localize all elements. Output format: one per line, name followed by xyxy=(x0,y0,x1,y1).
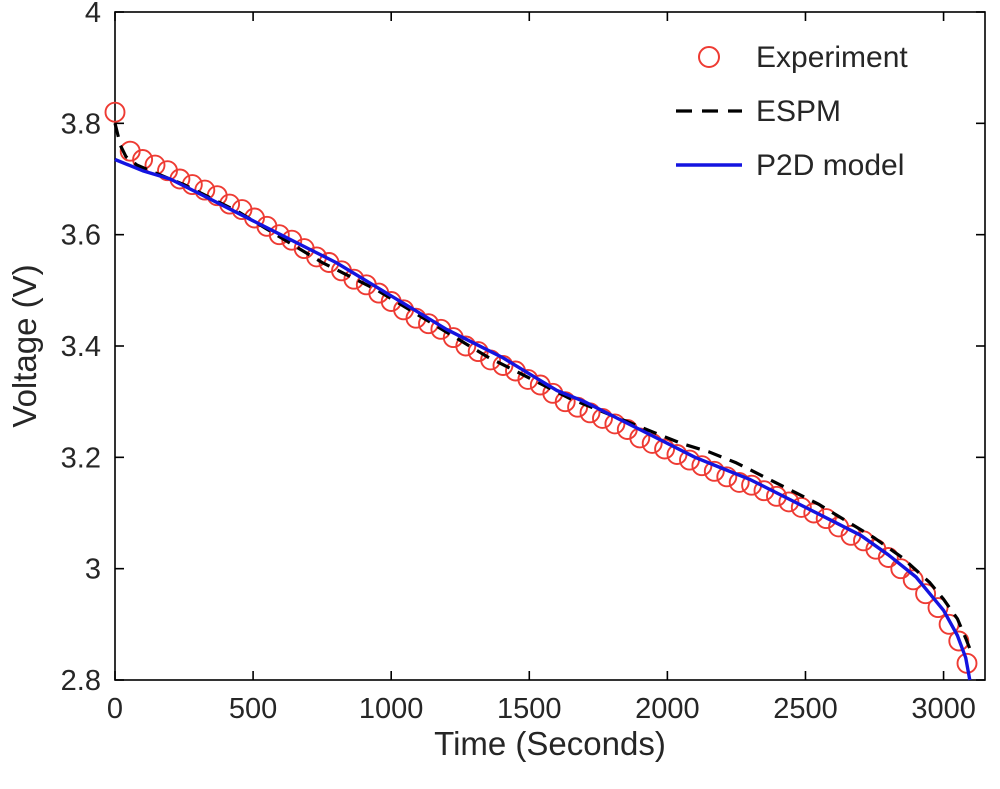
x-tick-label: 500 xyxy=(229,693,277,725)
series-marker-experiment xyxy=(790,496,812,518)
axes-box xyxy=(114,11,986,681)
x-tick-label: 3000 xyxy=(911,693,976,725)
x-tick-label: 2000 xyxy=(635,693,700,725)
legend-marker-experiment xyxy=(698,46,720,68)
y-tick-label: 2.8 xyxy=(61,665,101,697)
series-marker-experiment xyxy=(890,558,912,580)
series-marker-experiment xyxy=(927,597,949,619)
y-tick-label: 3 xyxy=(85,554,101,586)
series-marker-experiment xyxy=(716,466,738,488)
series-marker-experiment xyxy=(902,569,924,591)
y-tick-label: 3.4 xyxy=(61,331,101,363)
x-tick-label: 0 xyxy=(107,693,123,725)
series-marker-experiment xyxy=(604,413,626,435)
series-marker-experiment xyxy=(728,471,750,493)
legend-label-experiment: Experiment xyxy=(756,41,908,74)
series-marker-experiment xyxy=(654,438,676,460)
series-marker-experiment xyxy=(268,224,290,246)
x-tick-label: 1500 xyxy=(497,693,562,725)
series-line-espm xyxy=(113,122,973,653)
y-axis-label: Voltage (V) xyxy=(6,264,43,427)
y-tick-label: 4 xyxy=(85,0,101,29)
series-marker-experiment xyxy=(877,547,899,568)
series-line-p2d-model xyxy=(114,157,972,681)
series-marker-experiment xyxy=(455,335,477,357)
legend-label-espm: ESPM xyxy=(756,95,841,128)
series-marker-experiment xyxy=(104,101,126,123)
series-marker-experiment xyxy=(915,583,937,605)
y-tick-label: 3.2 xyxy=(61,442,101,474)
series-marker-experiment xyxy=(778,491,800,513)
x-tick-label: 2500 xyxy=(773,693,838,725)
x-axis-label: Time (Seconds) xyxy=(434,725,666,762)
legend-label-p2d-model: P2D model xyxy=(756,149,904,182)
series-marker-experiment xyxy=(703,460,725,482)
x-tick-label: 1000 xyxy=(359,693,424,725)
y-tick-label: 3.8 xyxy=(61,108,101,140)
y-tick-label: 3.6 xyxy=(61,220,101,252)
